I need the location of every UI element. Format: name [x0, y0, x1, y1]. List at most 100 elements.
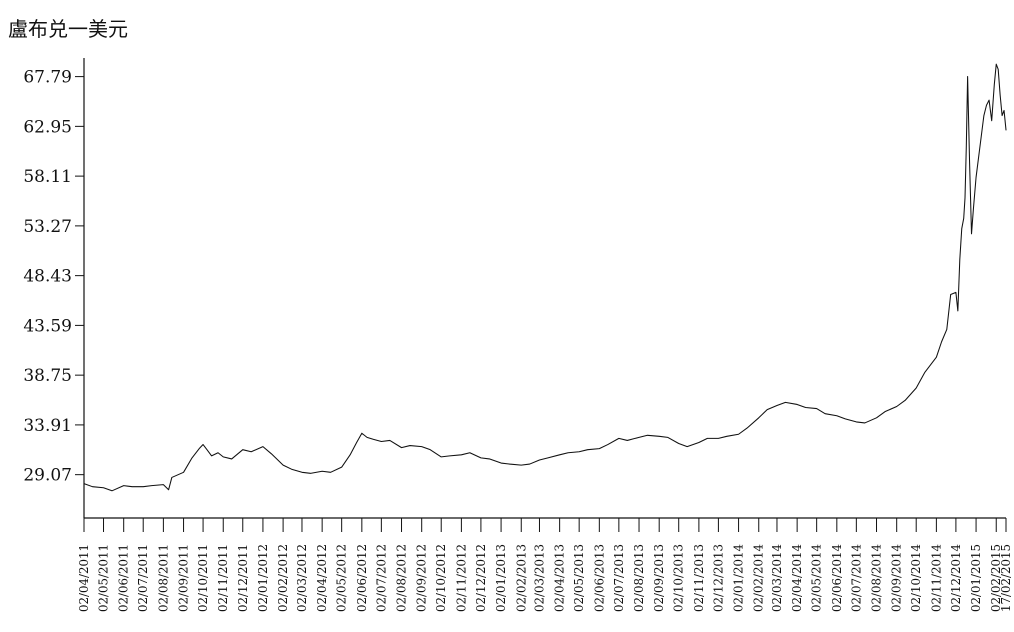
x-tick-label: 02/10/2014	[909, 544, 923, 612]
data-point	[855, 421, 857, 423]
x-tick-label: 02/06/2014	[830, 544, 844, 612]
data-point	[250, 451, 252, 453]
data-point	[969, 161, 971, 163]
data-point	[380, 441, 382, 443]
data-point	[421, 446, 423, 448]
data-point	[995, 63, 997, 65]
data-point	[401, 447, 403, 449]
x-tick-label: 02/11/2014	[929, 544, 943, 612]
data-point	[162, 484, 164, 486]
data-point	[946, 329, 948, 331]
data-point	[955, 291, 957, 293]
x-tick-label: 02/02/2014	[752, 544, 766, 612]
data-point	[429, 449, 431, 451]
data-point	[171, 477, 173, 479]
data-point	[168, 489, 170, 491]
data-point	[262, 446, 264, 448]
x-tick-label: 02/07/2013	[612, 544, 626, 612]
data-point	[986, 104, 988, 106]
x-tick-label: 02/03/2012	[295, 544, 309, 612]
x-tick-label: 02/12/2013	[711, 544, 725, 612]
data-point	[967, 76, 969, 78]
data-point	[529, 463, 531, 465]
data-point	[950, 294, 952, 296]
y-tick-label: 53.27	[23, 217, 72, 237]
data-point	[389, 440, 391, 442]
y-tick-label: 43.59	[23, 316, 72, 336]
data-point	[217, 452, 219, 454]
data-point	[131, 486, 133, 488]
data-point	[282, 464, 284, 466]
data-point	[598, 448, 600, 450]
data-point	[988, 99, 990, 101]
data-point	[567, 452, 569, 454]
y-tick-label: 29.07	[23, 466, 72, 486]
x-tick-label: 02/06/2013	[592, 544, 606, 612]
data-point	[973, 207, 975, 209]
data-point	[231, 458, 233, 460]
chart-title: 盧布兑一美元	[8, 17, 128, 41]
data-point	[1003, 110, 1005, 112]
x-tick-label: 02/12/2014	[949, 544, 963, 612]
data-point	[924, 372, 926, 374]
data-point	[211, 455, 213, 457]
data-point	[480, 457, 482, 459]
data-point	[961, 228, 963, 230]
data-point	[469, 452, 471, 454]
x-tick-label: 02/02/2012	[276, 544, 290, 612]
data-point	[242, 449, 244, 451]
x-tick-label: 02/04/2014	[790, 544, 804, 612]
data-point	[626, 440, 628, 442]
data-points	[83, 63, 1007, 491]
data-point	[270, 453, 272, 455]
x-tick-label: 02/09/2012	[415, 544, 429, 612]
y-tick-label: 58.11	[23, 167, 72, 187]
x-tick-label: 02/11/2013	[692, 544, 706, 612]
data-point	[366, 436, 368, 438]
x-axis-ticks: 02/04/2011 02/05/2011 02/06/2011 02/07/2011…	[77, 518, 1013, 612]
data-point	[111, 490, 113, 492]
data-point	[607, 444, 609, 446]
data-point	[460, 454, 462, 456]
data-point	[547, 457, 549, 459]
data-point	[698, 442, 700, 444]
data-point	[658, 435, 660, 437]
data-point	[349, 454, 351, 456]
data-point	[356, 442, 358, 444]
data-point	[816, 408, 818, 410]
data-point	[151, 485, 153, 487]
data-point	[123, 485, 125, 487]
x-tick-label: 02/04/2012	[315, 544, 329, 612]
data-point	[638, 436, 640, 438]
data-point	[963, 217, 965, 219]
data-point	[766, 409, 768, 411]
x-tick-label: 02/07/2012	[374, 544, 388, 612]
x-tick-label: 02/08/2014	[870, 544, 884, 612]
x-tick-label: 02/08/2013	[632, 544, 646, 612]
data-point	[915, 387, 917, 389]
data-point	[578, 451, 580, 453]
x-tick-label: 02/04/2011	[77, 544, 91, 612]
data-point	[440, 456, 442, 458]
data-point	[310, 472, 312, 474]
x-tick-label: 02/05/2013	[572, 544, 586, 612]
data-point	[904, 399, 906, 401]
x-tick-label: 02/04/2013	[553, 544, 567, 612]
data-point	[971, 233, 973, 235]
x-tick-label: 02/09/2013	[652, 544, 666, 612]
data-point	[991, 120, 993, 122]
data-point	[301, 471, 303, 473]
data-point	[206, 449, 208, 451]
data-point	[321, 470, 323, 472]
data-point	[539, 459, 541, 461]
x-tick-label: 17/02/2015	[999, 544, 1013, 612]
data-point	[965, 146, 967, 148]
series-line	[83, 63, 1007, 492]
data-point	[373, 439, 375, 441]
data-point	[667, 436, 669, 438]
x-tick-label: 02/08/2011	[156, 544, 170, 612]
data-point	[198, 448, 200, 450]
data-point	[488, 458, 490, 460]
x-tick-label: 02/09/2011	[177, 544, 191, 612]
data-point	[738, 433, 740, 435]
